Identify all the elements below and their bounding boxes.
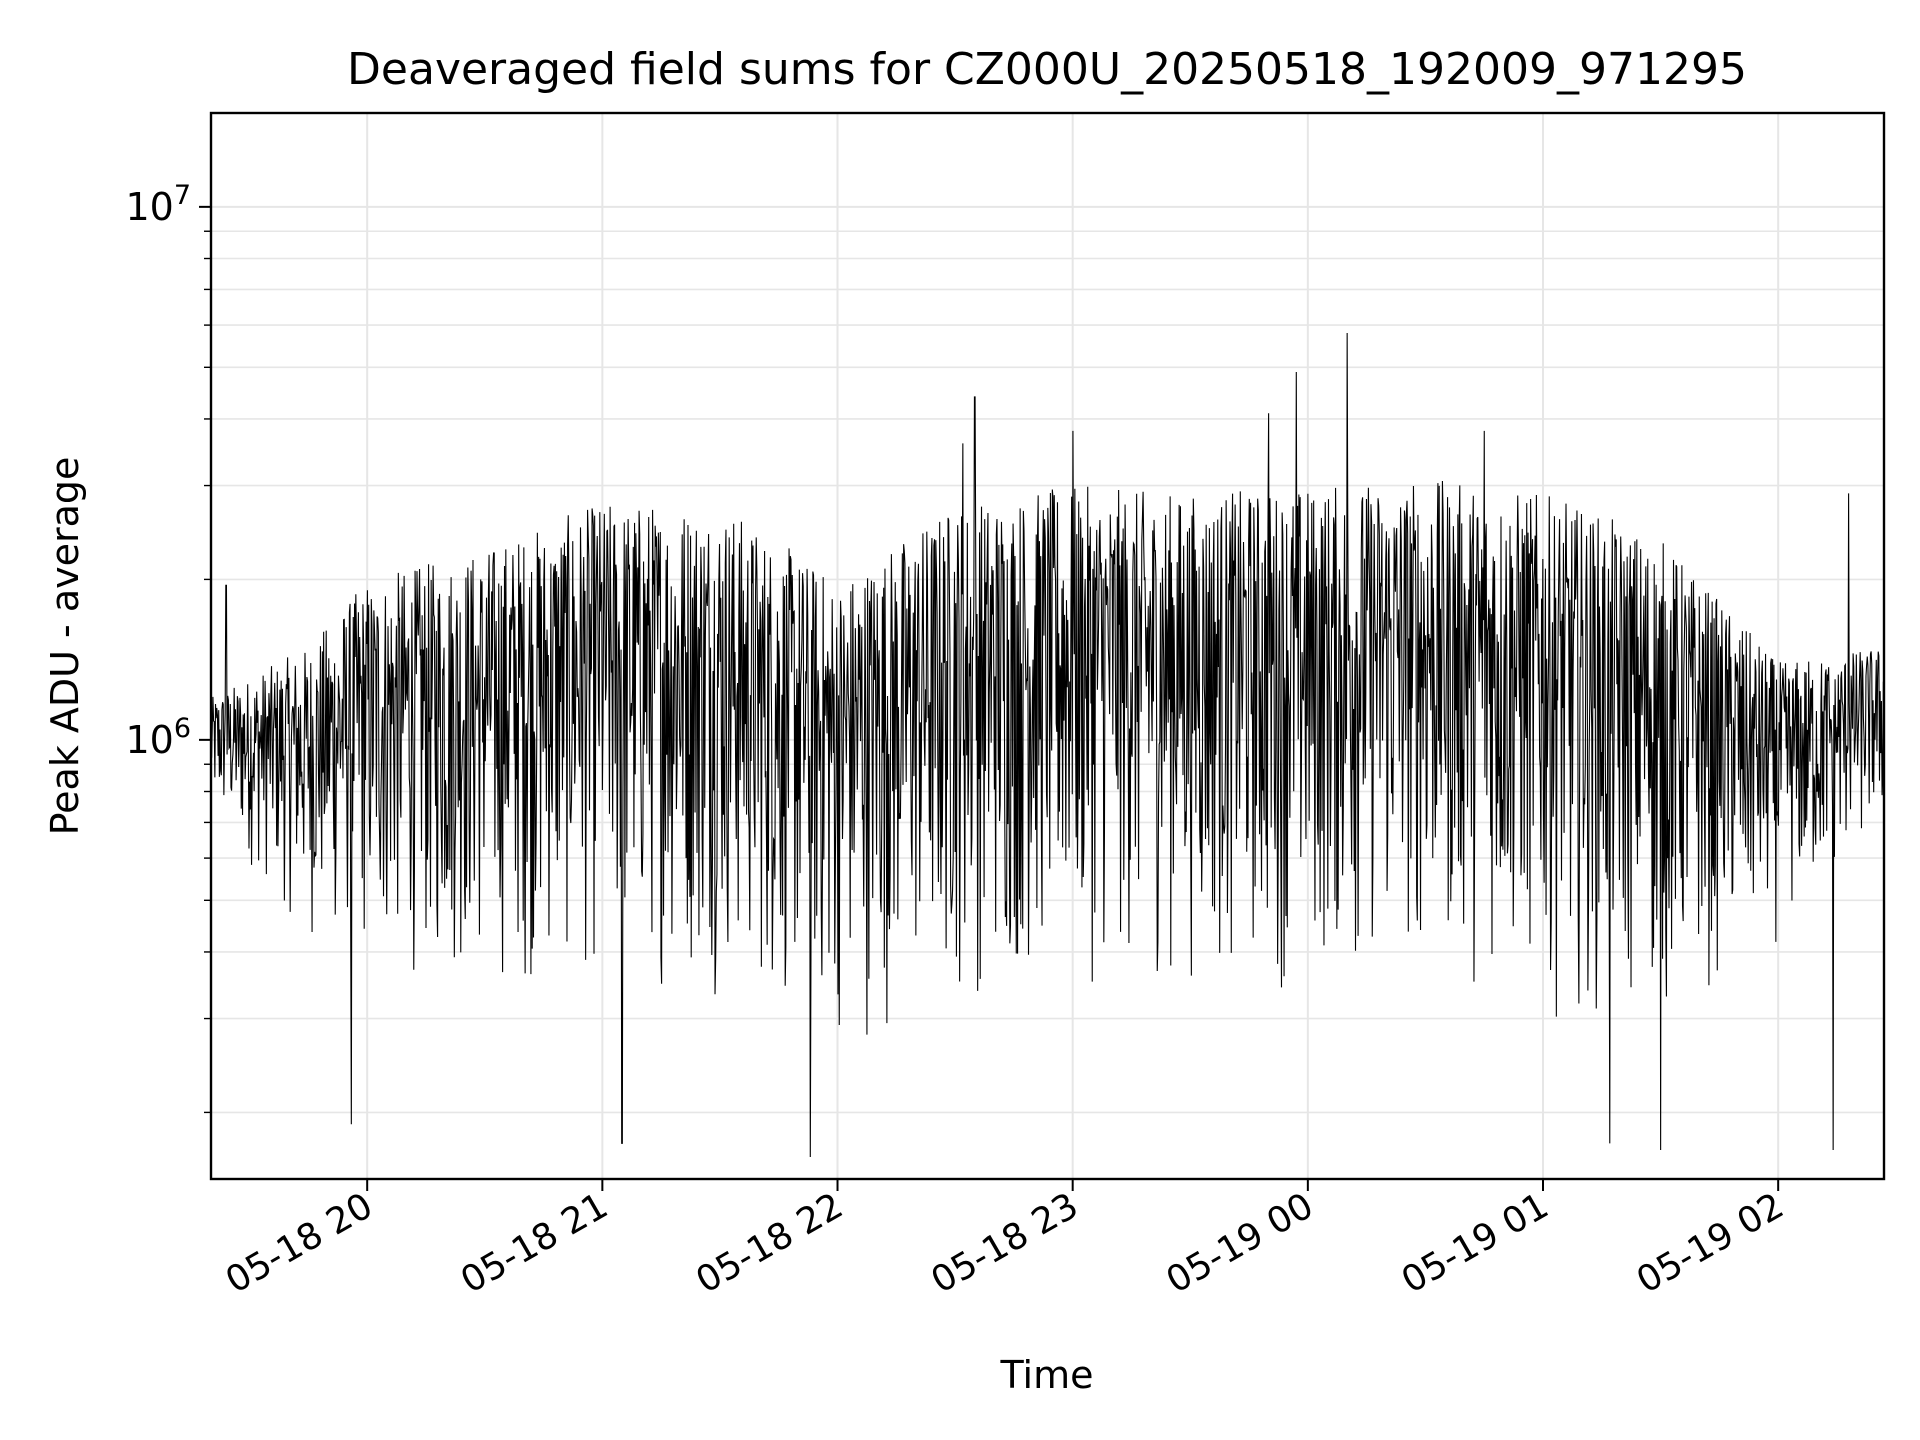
chart-title: Deaveraged field sums for CZ000U_2025051… — [347, 44, 1747, 95]
plot-frame — [209, 111, 1886, 1181]
y-axis-label: Peak ADU - average — [43, 457, 87, 836]
series-line — [210, 332, 1885, 1157]
x-axis-label: Time — [1000, 1353, 1094, 1397]
data-series — [210, 332, 1885, 1157]
y-tick-labels: 106 107 — [125, 180, 191, 762]
y-tick-label: 107 — [125, 180, 191, 229]
y-tick-label: 106 — [125, 713, 191, 762]
